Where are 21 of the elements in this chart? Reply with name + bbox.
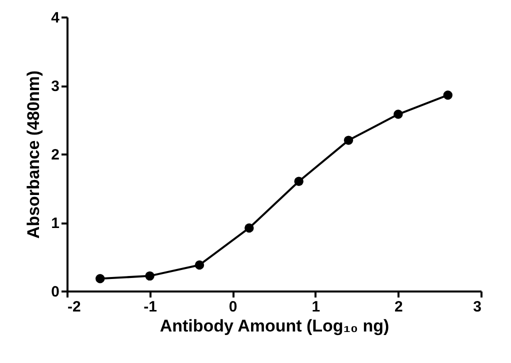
- point: [194, 260, 204, 270]
- x-tick-label: -2: [68, 298, 81, 316]
- point: [394, 110, 403, 119]
- y-tick-label: 1: [51, 215, 60, 232]
- point: [344, 136, 354, 145]
- x-tick-label: 1: [312, 298, 320, 316]
- point: [294, 176, 304, 186]
- point: [244, 223, 254, 233]
- y-tick-label: 2: [51, 146, 60, 164]
- x-tick-label: -1: [144, 298, 157, 316]
- y-axis-title: Absorbance (480nm): [24, 70, 44, 239]
- y-tick-label: 3: [51, 78, 60, 95]
- point: [443, 90, 452, 100]
- y-tick-label: 0: [51, 284, 60, 300]
- point: [96, 274, 105, 284]
- point: [145, 271, 154, 281]
- x-tick-label: 3: [473, 298, 482, 316]
- x-tick-label: 0: [228, 298, 238, 316]
- y-tick-label: 4: [51, 10, 60, 26]
- x-tick-label: 2: [394, 298, 403, 316]
- x-axis-title: Antibody Amount (Log₁₀ ng): [160, 316, 390, 336]
